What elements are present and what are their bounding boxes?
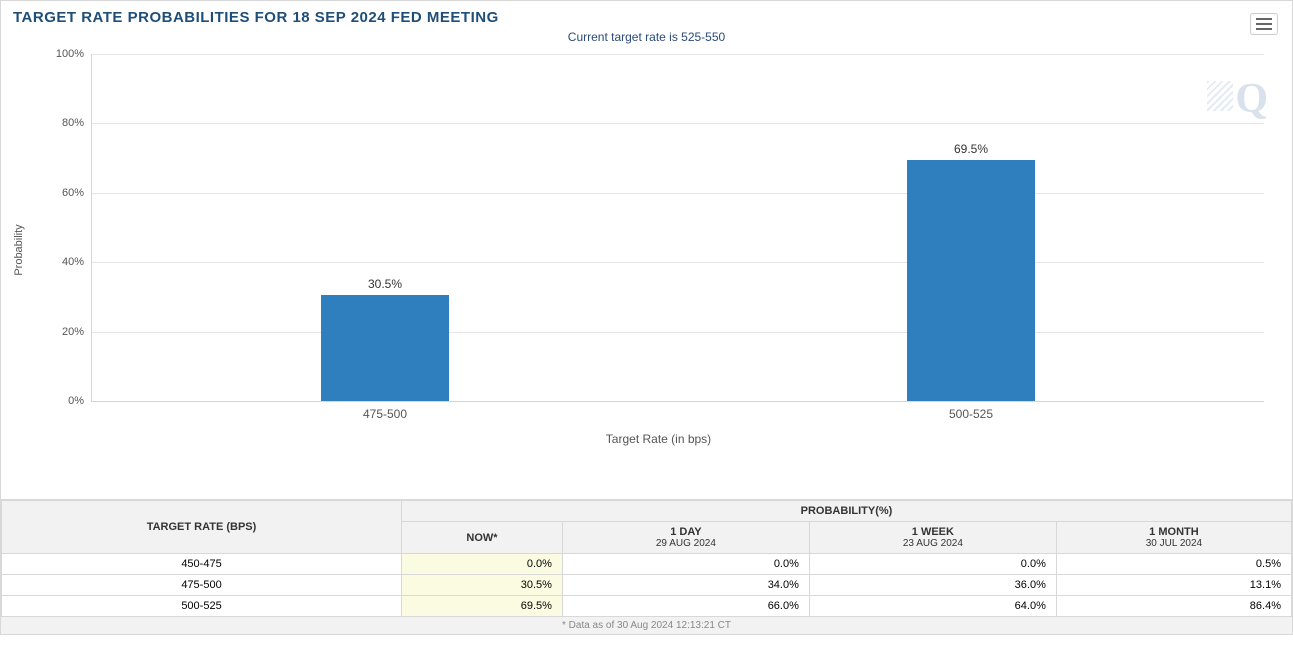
probability-table: TARGET RATE (BPS)PROBABILITY(%)NOW*1 DAY… xyxy=(1,500,1292,617)
bar[interactable]: 69.5% xyxy=(907,160,1036,401)
cell-value: 30.5% xyxy=(402,575,563,596)
plot-wrap: Probability 0%20%40%60%80%100%30.5%475-5… xyxy=(49,50,1268,450)
x-axis-label: Target Rate (in bps) xyxy=(49,432,1268,446)
y-tick: 60% xyxy=(62,187,84,199)
chart-panel: TARGET RATE PROBABILITIES FOR 18 SEP 202… xyxy=(0,0,1293,500)
cell-rate: 450-475 xyxy=(2,554,402,575)
y-axis-label: Probability xyxy=(13,224,25,275)
bar-value-label: 30.5% xyxy=(321,277,450,291)
cell-rate: 475-500 xyxy=(2,575,402,596)
cell-value: 0.0% xyxy=(402,554,563,575)
cell-value: 66.0% xyxy=(562,596,809,617)
cell-value: 69.5% xyxy=(402,596,563,617)
x-tick: 500-525 xyxy=(949,407,993,421)
gridline xyxy=(92,123,1264,124)
x-tick: 475-500 xyxy=(363,407,407,421)
cell-value: 13.1% xyxy=(1056,575,1291,596)
y-tick: 40% xyxy=(62,256,84,268)
cell-value: 0.5% xyxy=(1056,554,1291,575)
col-header-rate: TARGET RATE (BPS) xyxy=(2,501,402,554)
gridline xyxy=(92,332,1264,333)
y-tick: 20% xyxy=(62,326,84,338)
chart-subtitle: Current target rate is 525-550 xyxy=(13,30,1280,44)
y-tick: 80% xyxy=(62,117,84,129)
table-row: 475-50030.5%34.0%36.0%13.1% xyxy=(2,575,1292,596)
col-header-probability: PROBABILITY(%) xyxy=(402,501,1292,522)
cell-value: 0.0% xyxy=(562,554,809,575)
cell-value: 36.0% xyxy=(809,575,1056,596)
cell-value: 64.0% xyxy=(809,596,1056,617)
col-header: 1 WEEK23 AUG 2024 xyxy=(809,522,1056,554)
chart-menu-icon[interactable] xyxy=(1250,13,1278,35)
cell-value: 86.4% xyxy=(1056,596,1291,617)
y-tick: 100% xyxy=(56,48,84,60)
col-header: NOW* xyxy=(402,522,563,554)
y-tick: 0% xyxy=(68,395,84,407)
plot-area: 0%20%40%60%80%100%30.5%475-50069.5%500-5… xyxy=(91,54,1264,402)
cell-rate: 500-525 xyxy=(2,596,402,617)
table-row: 500-52569.5%66.0%64.0%86.4% xyxy=(2,596,1292,617)
gridline xyxy=(92,54,1264,55)
table-panel: TARGET RATE (BPS)PROBABILITY(%)NOW*1 DAY… xyxy=(0,500,1293,635)
bar[interactable]: 30.5% xyxy=(321,295,450,401)
table-row: 450-4750.0%0.0%0.0%0.5% xyxy=(2,554,1292,575)
cell-value: 0.0% xyxy=(809,554,1056,575)
col-header: 1 MONTH30 JUL 2024 xyxy=(1056,522,1291,554)
table-footnote: * Data as of 30 Aug 2024 12:13:21 CT xyxy=(1,617,1292,634)
cell-value: 34.0% xyxy=(562,575,809,596)
gridline xyxy=(92,193,1264,194)
col-header: 1 DAY29 AUG 2024 xyxy=(562,522,809,554)
chart-title: TARGET RATE PROBABILITIES FOR 18 SEP 202… xyxy=(13,9,1280,26)
gridline xyxy=(92,262,1264,263)
bar-value-label: 69.5% xyxy=(907,142,1036,156)
